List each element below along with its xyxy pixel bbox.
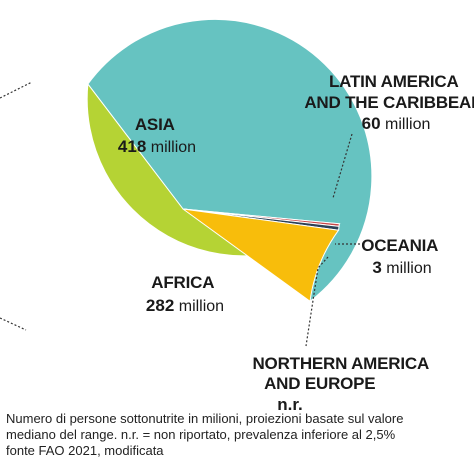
label-asia-value: 418 million [118,137,196,156]
label-northern-america-line2: AND EUROPE [264,374,375,393]
label-latin-america-value: 60 million [362,114,431,133]
footnote-line-3: fonte FAO 2021, modificata [6,443,164,458]
label-asia-name: ASIA [135,115,175,134]
label-latin-america: LATIN AMERICA AND THE CARIBBEAN 60 milli… [304,72,474,133]
leader-latin-america [332,133,353,199]
label-northern-america-line1: NORTHERN AMERICA [252,354,429,373]
label-latin-america-line2: AND THE CARIBBEAN [304,93,474,112]
label-asia: ASIA 418 million [118,115,196,156]
label-oceania: OCEANIA 3 million [361,236,442,277]
label-africa-name: AFRICA [151,273,214,292]
label-oceania-value: 3 million [372,258,431,277]
footnote-line-1: Numero di persone sottonutrite in milion… [6,411,404,426]
leader-northern-america [305,256,329,347]
footnote: Numero di persone sottonutrite in milion… [6,411,472,459]
leader-asia [0,81,33,99]
label-latin-america-line1: LATIN AMERICA [329,72,459,91]
slice-latin-america [182,208,340,303]
label-africa: AFRICA 282 million [146,273,224,315]
pie-slices [86,18,373,303]
label-northern-america-value: n.r. [277,395,303,414]
label-africa-value: 282 million [146,296,224,315]
footnote-line-2: mediano del range. n.r. = non riportato,… [6,427,396,442]
label-oceania-name: OCEANIA [361,236,438,255]
leader-africa [0,317,27,331]
label-northern-america-europe: NORTHERN AMERICA AND EUROPE n.r. [252,354,433,414]
leader-lines [0,81,364,347]
